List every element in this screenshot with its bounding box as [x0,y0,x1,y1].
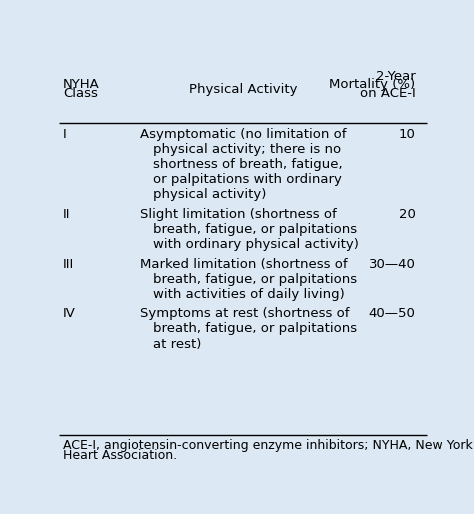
Text: Heart Association.: Heart Association. [63,449,177,462]
Text: with activities of daily living): with activities of daily living) [153,288,345,301]
Text: with ordinary physical activity): with ordinary physical activity) [153,238,359,251]
Text: II: II [63,208,71,221]
Text: III: III [63,258,74,270]
Text: or palpitations with ordinary: or palpitations with ordinary [153,173,342,186]
Text: ACE-I, angiotensin-converting enzyme inhibitors; NYHA, New York: ACE-I, angiotensin-converting enzyme inh… [63,439,473,452]
Text: Physical Activity: Physical Activity [189,83,297,96]
Text: breath, fatigue, or palpitations: breath, fatigue, or palpitations [153,322,357,336]
Text: 40—50: 40—50 [369,307,416,320]
Text: NYHA: NYHA [63,78,100,91]
Text: Marked limitation (shortness of: Marked limitation (shortness of [140,258,348,270]
Text: on ACE-I: on ACE-I [360,87,416,100]
Text: Mortality (%): Mortality (%) [329,78,416,91]
Text: at rest): at rest) [153,338,201,351]
Text: breath, fatigue, or palpitations: breath, fatigue, or palpitations [153,223,357,236]
Text: physical activity): physical activity) [153,188,266,201]
Text: IV: IV [63,307,76,320]
Text: breath, fatigue, or palpitations: breath, fatigue, or palpitations [153,272,357,286]
Text: 2-Year: 2-Year [376,70,416,83]
Text: physical activity; there is no: physical activity; there is no [153,143,341,156]
Text: Slight limitation (shortness of: Slight limitation (shortness of [140,208,337,221]
Text: shortness of breath, fatigue,: shortness of breath, fatigue, [153,158,343,171]
Text: 20: 20 [399,208,416,221]
Text: I: I [63,128,67,141]
Text: Class: Class [63,87,98,100]
Text: 10: 10 [399,128,416,141]
Text: Asymptomatic (no limitation of: Asymptomatic (no limitation of [140,128,346,141]
Text: Symptoms at rest (shortness of: Symptoms at rest (shortness of [140,307,349,320]
Text: 30—40: 30—40 [369,258,416,270]
